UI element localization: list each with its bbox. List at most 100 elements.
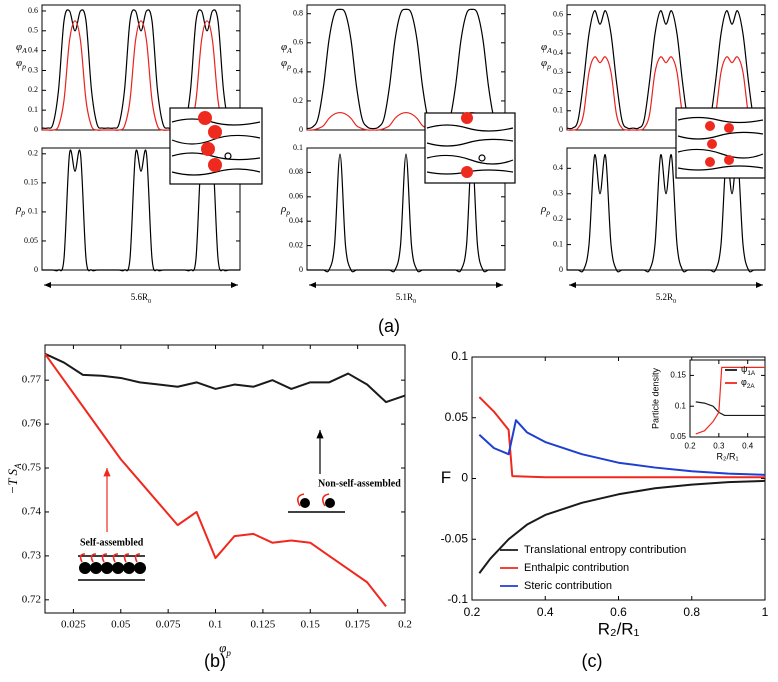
y-axis-label-sub: A [13,463,23,470]
series-line [695,366,765,435]
y-tick-label: 0.8 [293,9,303,18]
y-tick-label: 0 [559,125,563,134]
y-axis-label-sub: p [545,208,550,217]
y-tick-label: 0 [559,265,563,274]
y-tick-label: 0 [299,265,303,274]
y-tick-label: 0.1 [553,106,563,115]
y-tick-label: 0.76 [22,418,42,430]
y-axis-label-main: −T S [5,469,20,495]
y-tick-label: 0.2 [28,149,38,158]
schematic-inset [675,107,766,179]
y-tick-label: 0.4 [553,48,563,57]
span-label-main: 5.1R [396,292,413,302]
y-axis-label: F [441,468,451,487]
y-tick-label: 0.6 [553,9,563,18]
y-tick-label: 0.15 [670,371,686,380]
y-tick-label: 0.4 [293,67,303,76]
y-tick-label: 0.2 [553,214,563,223]
legend-label: Steric contribution [524,580,612,592]
y-tick-label: 0.2 [293,96,303,105]
y-axis-label: ρp [540,203,550,218]
span-label: 5.1R0 [396,292,416,305]
series-name-sub: p [546,62,551,71]
y-tick-label: -0.05 [441,531,469,545]
y-axis-label-main: ρ [280,203,286,215]
y-tick-label: 0.3 [553,189,563,198]
panel-label: (b) [204,651,226,671]
series-line [478,396,765,479]
x-tick-label: 0.125 [251,618,276,630]
x-tick-label: 0.4 [537,605,554,619]
y-tick-label: 0.6 [28,6,38,15]
series-line [42,20,240,131]
series-line [478,419,766,476]
y-axis-label-main: ρ [540,203,546,215]
x-tick-label: 0.025 [61,618,86,630]
series-name-sub: A [21,46,27,55]
x-tick-label: 0.8 [683,605,700,619]
series-line [44,352,406,404]
y-tick-label: 0.77 [22,374,42,386]
series-name-sub: A [286,46,292,55]
legend-label-sub: 2A [747,383,756,390]
y-tick-label: 0.1 [293,143,303,152]
span-label-sub: 0 [413,298,416,305]
y-tick-label: 0.3 [553,67,563,76]
legend-label: φ2A [741,377,755,390]
y-tick-label: 0.3 [28,65,38,74]
x-tick-label: 0.2 [398,618,412,630]
y-tick-label: 0.2 [28,85,38,94]
y-axis-label: ρp [280,203,290,218]
legend-label-main: ψ [741,364,747,374]
self-assembled-icon [78,553,146,581]
y-tick-label: 0.08 [289,167,303,176]
y-tick-label: 0.6 [293,38,303,47]
y-tick-label: 0.1 [675,401,687,410]
x-tick-label: 0.075 [156,618,181,630]
legend-label-sub: 1A [747,370,756,377]
series-line [478,479,766,574]
series-name-sub: p [286,62,291,71]
legend-label: ψ1A [741,364,756,377]
span-label-sub: 0 [673,298,676,305]
y-tick-label: 0.75 [22,462,42,474]
series-name-main: φ [541,41,547,53]
series-line [566,10,766,130]
y-tick-label: 0.73 [22,549,42,561]
x-axis-label: R₂/R₁ [598,619,640,638]
x-axis-label-sub: p [225,648,231,658]
y-tick-label: 0.2 [553,86,563,95]
axes-frame [689,359,766,438]
x-axis-label-main: φ [219,640,226,655]
span-label-main: 5.2R [656,292,673,302]
series-name-main: φ [16,57,22,69]
y-tick-label: 0.1 [451,349,468,363]
series-line [567,154,765,273]
span-label-main: 5.6R [131,292,148,302]
y-tick-label: 0.5 [553,29,563,38]
y-tick-label: 0 [34,265,38,274]
x-axis-label: φp [219,640,231,658]
non-self-assembled-icon [288,493,345,513]
series-name: φA [16,41,27,56]
span-label: 5.2R0 [656,292,676,305]
x-tick-label: 0.175 [345,618,370,630]
series-name: φp [541,57,551,72]
legend-label: Translational entropy contribution [524,544,686,556]
y-tick-label: 0.5 [28,26,38,35]
y-tick-label: 0.06 [289,192,303,201]
series-name-main: φ [541,57,547,69]
y-tick-label: 0.4 [28,45,38,54]
series-line [695,401,765,417]
y-axis-label-sub: p [20,208,25,217]
y-tick-label: 0.4 [553,163,563,172]
y-tick-label: 0.1 [28,105,38,114]
series-name-sub: p [21,62,26,71]
y-tick-label: 0.05 [24,236,38,245]
series-name-main: φ [16,41,22,53]
y-tick-label: -0.1 [447,592,468,606]
series-name: φA [541,41,552,56]
y-tick-label: 0.04 [289,216,303,225]
y-axis-label-sub: p [285,208,290,217]
